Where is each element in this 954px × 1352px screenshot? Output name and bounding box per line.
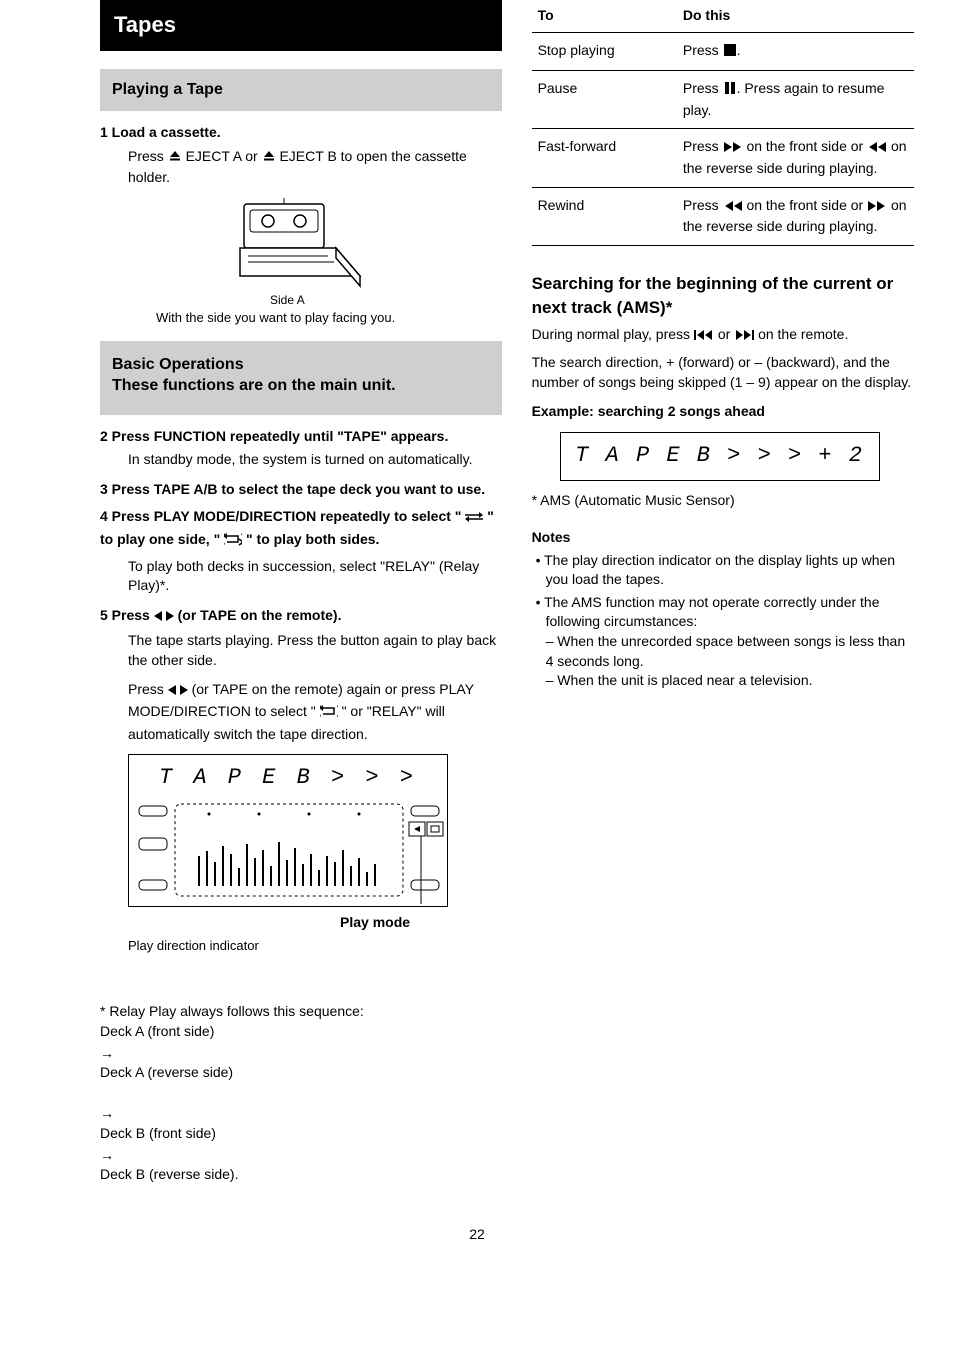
ff-icon bbox=[723, 139, 743, 159]
arrow-right-icon: → bbox=[100, 1044, 114, 1064]
pause-icon bbox=[723, 81, 737, 101]
step5-title: 5 Press (or TAPE on the remote). bbox=[100, 606, 502, 628]
step2-body: In standby mode, the system is turned on… bbox=[128, 450, 502, 470]
step4-body: To play both decks in succession, select… bbox=[128, 557, 502, 596]
ops-do-cell: Press on the front side or on the revers… bbox=[677, 187, 914, 245]
play-bidir-icon bbox=[154, 608, 174, 628]
skip-back-icon bbox=[694, 327, 714, 347]
both-sides-icon bbox=[224, 532, 242, 553]
ops-op-cell: Pause bbox=[532, 71, 677, 129]
ops-op-cell: Rewind bbox=[532, 187, 677, 245]
ops-op-cell: Stop playing bbox=[532, 32, 677, 71]
ams-body-line1: During normal play, press or on the remo… bbox=[532, 325, 914, 347]
table-row: PausePress . Press again to resume play. bbox=[532, 71, 914, 129]
basic-ops-header: Basic Operations These functions are on … bbox=[100, 341, 502, 415]
eject-icon bbox=[168, 149, 182, 169]
page-number: 22 bbox=[0, 1205, 954, 1257]
seg-display-main: T A P E B > > > bbox=[129, 759, 447, 796]
step1-text-a: Press bbox=[128, 148, 168, 164]
table-row: Fast-forwardPress on the front side or o… bbox=[532, 129, 914, 187]
arrow-right-icon: → bbox=[100, 1104, 114, 1124]
step4-title: 4 Press PLAY MODE/DIRECTION repeatedly t… bbox=[100, 507, 502, 552]
table-row: Stop playingPress . bbox=[532, 32, 914, 71]
notes-label: Notes bbox=[532, 528, 914, 548]
one-side-icon bbox=[465, 510, 483, 530]
ops-op-cell: Fast-forward bbox=[532, 129, 677, 187]
ff-icon bbox=[867, 198, 887, 218]
ams-body-line2: The search direction, + (forward) or – (… bbox=[532, 353, 914, 392]
relay-footnote: * Relay Play always follows this sequenc… bbox=[100, 983, 502, 1185]
play-bidir-icon bbox=[168, 682, 188, 702]
table-row: RewindPress on the front side or on the … bbox=[532, 187, 914, 245]
step1-caption: With the side you want to play facing yo… bbox=[156, 309, 502, 327]
note-item: The play direction indicator on the disp… bbox=[532, 551, 914, 590]
play-direction-caption: Play direction indicator bbox=[128, 937, 502, 955]
operations-table: To Do this Stop playingPress .PausePress… bbox=[532, 0, 914, 246]
step1-body: Press EJECT A or EJECT B to open the cas… bbox=[128, 147, 502, 188]
display-panel: T A P E B > > > bbox=[128, 754, 448, 907]
step5-body-b: Press (or TAPE on the remote) again or p… bbox=[128, 680, 502, 744]
step1-title: 1 Load a cassette. bbox=[100, 123, 502, 143]
step1-text-b: EJECT A or bbox=[186, 148, 262, 164]
ams-heading: Searching for the beginning of the curre… bbox=[532, 272, 914, 320]
skip-forward-icon bbox=[734, 327, 754, 347]
panel-leader-label: Play mode bbox=[340, 913, 502, 933]
section-header: Tapes bbox=[100, 0, 502, 51]
ops-do-cell: Press on the front side or on the revers… bbox=[677, 129, 914, 187]
step3-title: 3 Press TAPE A/B to select the tape deck… bbox=[100, 480, 502, 500]
ops-col-to: To bbox=[532, 0, 677, 32]
ops-do-cell: Press . bbox=[677, 32, 914, 71]
ams-footnote: * AMS (Automatic Music Sensor) bbox=[532, 491, 914, 511]
playing-header: Playing a Tape bbox=[100, 69, 502, 111]
seg-display-ams: T A P E B > > > + 2 bbox=[561, 441, 879, 472]
stop-icon bbox=[723, 43, 737, 63]
ams-example-label: Example: searching 2 songs ahead bbox=[532, 402, 914, 422]
note-item: The AMS function may not operate correct… bbox=[532, 593, 914, 691]
illus-label: Side A bbox=[270, 292, 502, 309]
step5-body-a: The tape starts playing. Press the butto… bbox=[128, 631, 502, 670]
eject-icon bbox=[262, 149, 276, 169]
both-sides-icon bbox=[320, 704, 338, 725]
ams-display: T A P E B > > > + 2 bbox=[560, 432, 880, 481]
step2-title: 2 Press FUNCTION repeatedly until "TAPE"… bbox=[100, 427, 502, 447]
cassette-illustration bbox=[236, 198, 366, 288]
panel-illustration bbox=[129, 796, 449, 906]
ops-col-do: Do this bbox=[677, 0, 914, 32]
ops-do-cell: Press . Press again to resume play. bbox=[677, 71, 914, 129]
rw-icon bbox=[723, 198, 743, 218]
arrow-right-icon: → bbox=[100, 1146, 114, 1166]
rw-icon bbox=[867, 139, 887, 159]
